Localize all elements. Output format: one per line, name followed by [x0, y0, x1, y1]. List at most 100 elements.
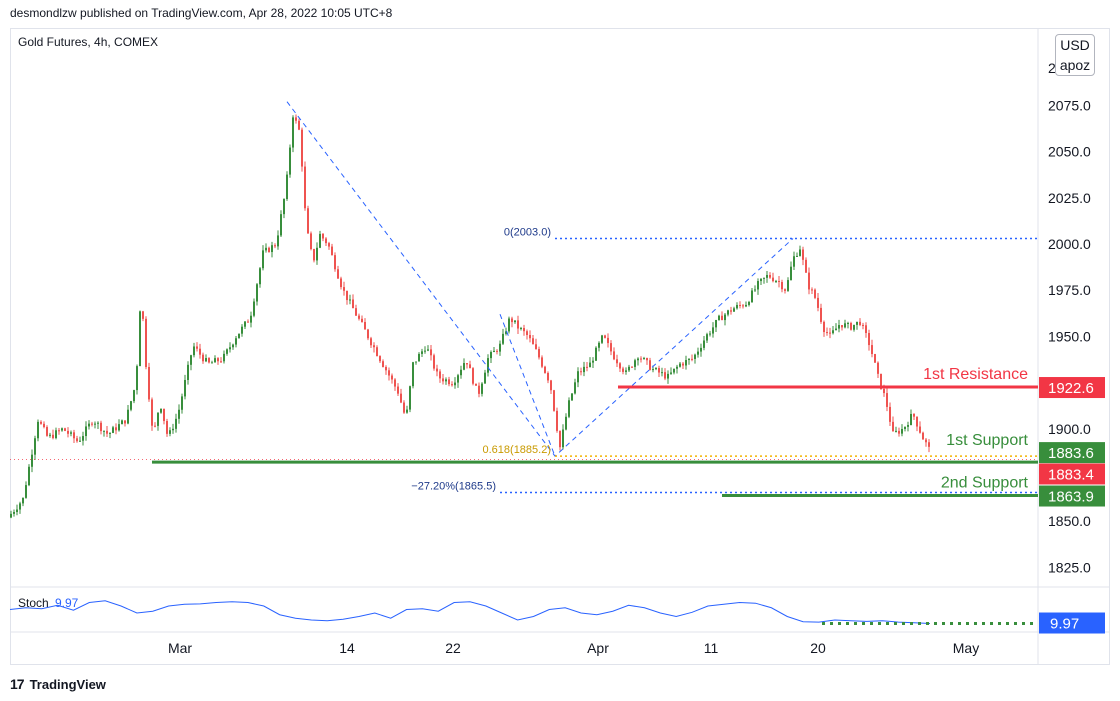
- candle-body: [211, 362, 213, 364]
- candle-body: [727, 310, 729, 315]
- candle-body: [454, 382, 456, 386]
- fib-level-label: −27.20%(1865.5): [411, 481, 496, 493]
- footer-brand[interactable]: TradingView: [29, 676, 106, 692]
- candle-body: [493, 350, 495, 353]
- candle-body: [856, 321, 858, 325]
- candle-body: [262, 250, 264, 269]
- candle-body: [409, 386, 411, 410]
- candle-body: [337, 269, 339, 279]
- level-label: 2nd Support: [941, 475, 1029, 492]
- candle-body: [886, 393, 888, 407]
- stoch-tag: [1039, 612, 1105, 634]
- candle-body: [694, 354, 696, 359]
- candle-body: [475, 383, 477, 386]
- candle-body: [388, 370, 390, 376]
- candle-body: [313, 249, 315, 261]
- candle-body: [19, 503, 21, 510]
- candle-body: [460, 369, 462, 376]
- candle-body: [49, 434, 51, 436]
- candle-body: [514, 320, 516, 323]
- price-tag-label: 1883.6: [1048, 445, 1094, 462]
- candle-body: [340, 278, 342, 288]
- candle-body: [922, 432, 924, 440]
- candle-body: [520, 328, 522, 330]
- candle-body: [817, 297, 819, 308]
- candle-body: [172, 428, 174, 431]
- candle-body: [151, 399, 153, 426]
- candle-body: [145, 318, 147, 368]
- candle-body: [556, 410, 558, 431]
- candle-body: [778, 280, 780, 283]
- candle-body: [547, 372, 549, 381]
- candle-body: [802, 249, 804, 260]
- candle-body: [121, 420, 123, 425]
- tradingview-logo-icon: 17: [10, 676, 25, 692]
- levels: 1st Resistance 1st Support 2nd Support: [152, 366, 1038, 498]
- candle-body: [754, 289, 756, 291]
- publisher-line: desmondlzw published on TradingView.com,…: [10, 6, 393, 20]
- candle-body: [742, 305, 744, 307]
- candle-body: [889, 406, 891, 422]
- candle-body: [619, 363, 621, 369]
- candle-body: [583, 366, 585, 373]
- candle-body: [541, 357, 543, 367]
- candle-body: [640, 358, 642, 360]
- candle-body: [883, 388, 885, 394]
- candle-body: [709, 333, 711, 335]
- candle-body: [250, 315, 252, 323]
- candle-body: [382, 361, 384, 367]
- candle-body: [469, 364, 471, 369]
- candle-body: [928, 442, 930, 447]
- candle-body: [10, 513, 12, 518]
- candle-body: [427, 349, 429, 351]
- candle-body: [67, 430, 69, 434]
- price-tick-label: 1950.0: [1048, 328, 1091, 344]
- candle-body: [322, 233, 324, 239]
- candle-body: [34, 438, 36, 455]
- candle-body: [61, 428, 63, 431]
- candle-body: [271, 245, 273, 253]
- candle-body: [601, 335, 603, 343]
- candle-body: [280, 214, 282, 236]
- candle-body: [796, 255, 798, 257]
- candle-body: [412, 362, 414, 387]
- price-tick-label: 2000.0: [1048, 236, 1091, 252]
- stoch-line: [9, 600, 931, 624]
- candle-body: [316, 247, 318, 261]
- currency-label: USD: [1060, 37, 1090, 53]
- candle-body: [478, 385, 480, 394]
- footer: 17 TradingView: [10, 676, 106, 692]
- candle-body: [169, 430, 171, 434]
- currency-unit-button[interactable]: USD apoz: [1055, 34, 1095, 76]
- candle-body: [772, 277, 774, 282]
- candle-body: [175, 418, 177, 429]
- candle-body: [178, 409, 180, 419]
- candle-body: [124, 420, 126, 424]
- candle-body: [40, 421, 42, 424]
- candle-body: [853, 324, 855, 330]
- candle-body: [682, 363, 684, 366]
- candle-body: [721, 315, 723, 321]
- candle-body: [103, 430, 105, 432]
- time-tick-label: 11: [704, 640, 719, 656]
- candle-body: [784, 289, 786, 291]
- candle-body: [118, 424, 120, 431]
- candle-body: [868, 333, 870, 346]
- candle-body: [202, 354, 204, 362]
- candle-body: [283, 199, 285, 215]
- candle-body: [70, 432, 72, 434]
- candle-body: [730, 310, 732, 312]
- candle-body: [463, 363, 465, 370]
- candle-body: [892, 421, 894, 432]
- candle-body: [592, 360, 594, 363]
- candle-body: [859, 321, 861, 325]
- candle-body: [289, 147, 291, 175]
- candle-body: [481, 383, 483, 394]
- candle-body: [865, 325, 867, 334]
- candle-body: [274, 245, 276, 247]
- candle-body: [310, 233, 312, 250]
- candle-body: [43, 423, 45, 428]
- candle-body: [91, 423, 93, 425]
- candle-body: [142, 311, 144, 319]
